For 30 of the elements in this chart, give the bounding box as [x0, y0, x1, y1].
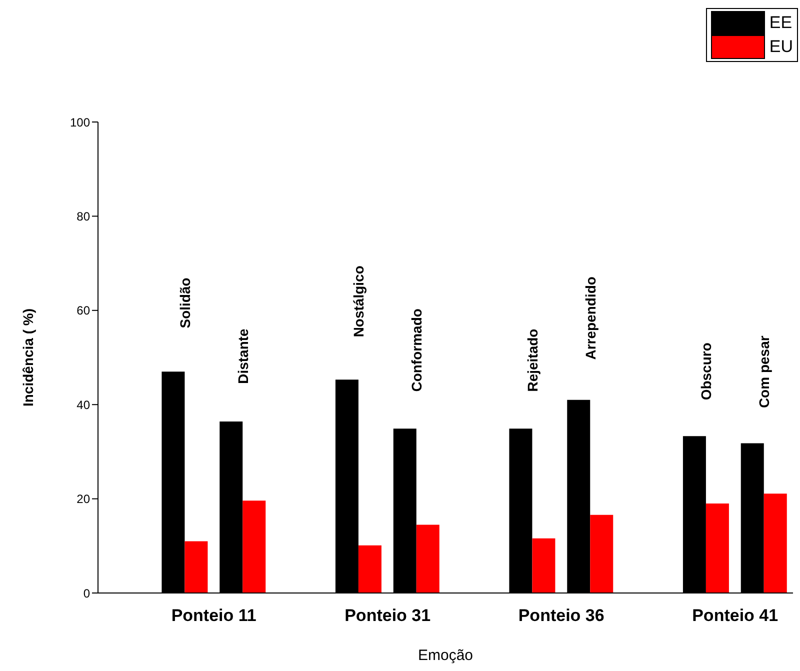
bar [590, 514, 614, 593]
x-axis-title: Emoção [418, 647, 474, 664]
x-tick-label: Rejeitado [524, 328, 540, 392]
y-tick-label: 60 [76, 304, 90, 318]
text: Ponteio 41 [692, 606, 778, 625]
legend-label: EU [769, 37, 793, 57]
x-tick-label: Conformado [408, 308, 425, 392]
bar [242, 500, 266, 593]
y-tick-label: 80 [76, 209, 90, 224]
bar [706, 504, 729, 593]
x-tick-label: Nostálgico [350, 266, 367, 338]
x-tick-label: Arrependido [582, 276, 598, 360]
y-tick-label: 100 [70, 115, 90, 130]
bar [416, 524, 440, 593]
text: Ponteio 31 [344, 606, 431, 625]
text: Ponteio 11 [171, 606, 256, 625]
text: Ponteio 36 [518, 606, 604, 625]
bar [764, 494, 787, 593]
x-tick-label: Distante [234, 328, 251, 384]
x-tick-label: Com pesar [756, 335, 772, 408]
bar [532, 538, 556, 593]
x-tick-label: Obscuro [698, 342, 714, 400]
y-tick-label: 0 [83, 586, 90, 600]
x-tick-label: Solidão [176, 278, 193, 328]
y-tick-label: 40 [76, 398, 90, 412]
bar [358, 545, 382, 593]
legend-label: EE [769, 13, 792, 33]
y-tick-label: 20 [76, 492, 90, 506]
y-axis-title: Incidência ( %) [20, 308, 36, 407]
bar [184, 541, 208, 593]
